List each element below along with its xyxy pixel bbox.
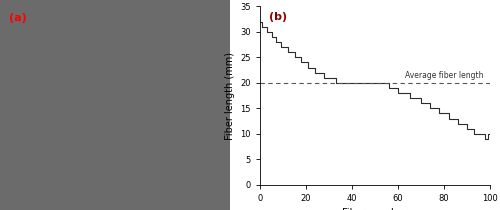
Text: (b): (b) <box>269 12 287 22</box>
Text: Average fiber length: Average fiber length <box>405 71 483 80</box>
Text: (a): (a) <box>9 13 27 23</box>
Y-axis label: Fiber length (mm): Fiber length (mm) <box>225 51 235 140</box>
X-axis label: Fiber number: Fiber number <box>342 208 407 210</box>
